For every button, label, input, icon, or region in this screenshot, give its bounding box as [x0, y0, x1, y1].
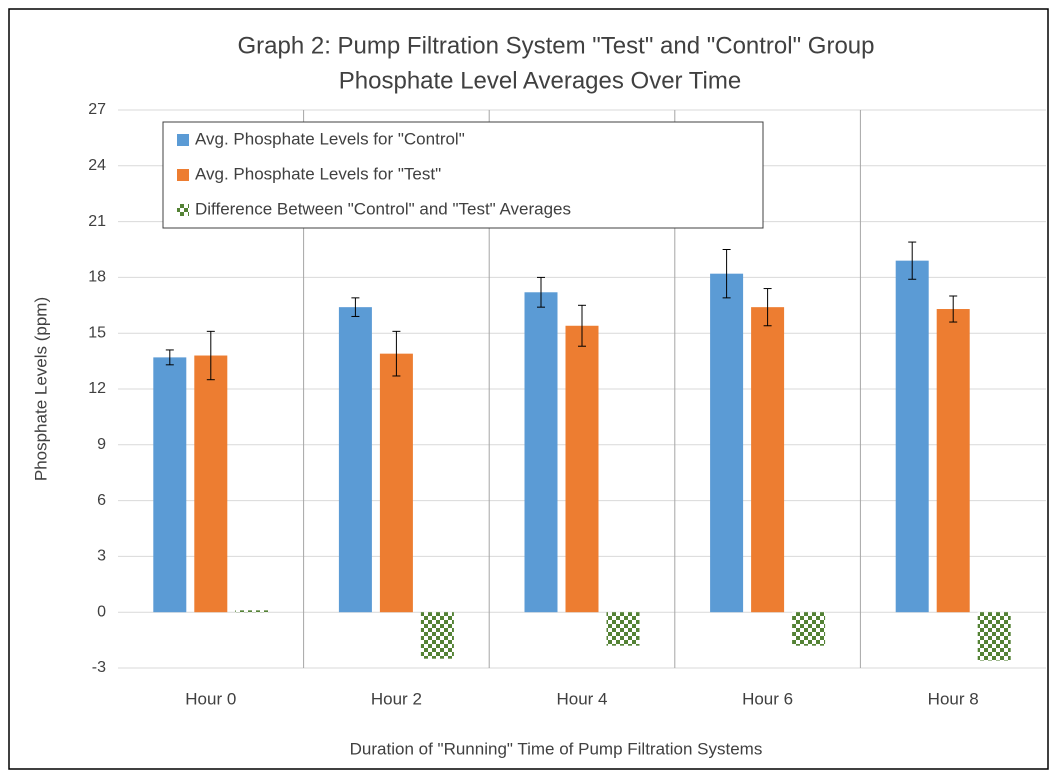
y-tick-label: 0	[97, 603, 106, 620]
x-tick-label: Hour 0	[185, 689, 236, 708]
y-tick-label: 21	[88, 213, 106, 230]
error-bar	[578, 304, 586, 347]
y-tick-label: 15	[88, 324, 106, 341]
bar	[379, 353, 413, 613]
legend-swatch	[177, 204, 189, 216]
error-bar	[537, 276, 545, 308]
legend-swatch	[177, 169, 189, 181]
y-axis-label: Phosphate Levels (ppm)	[31, 297, 50, 481]
bar	[792, 612, 826, 646]
bar	[895, 260, 929, 613]
error-bar	[908, 241, 917, 280]
legend-label: Difference Between "Control" and "Test" …	[195, 199, 571, 218]
bar	[606, 612, 640, 646]
legend-box	[162, 121, 764, 229]
y-tick-label: 6	[97, 492, 106, 509]
bar	[420, 612, 454, 659]
y-tick-label: 27	[88, 101, 106, 118]
x-tick-label: Hour 8	[928, 689, 979, 708]
x-tick-label: Hour 4	[556, 689, 607, 708]
y-tick-label: 12	[88, 380, 106, 397]
error-bar	[351, 297, 360, 317]
bar	[977, 612, 1011, 661]
y-tick-label: 18	[88, 269, 106, 286]
bar	[153, 357, 187, 613]
error-bar	[165, 349, 174, 366]
bar	[565, 325, 599, 613]
bar	[235, 610, 269, 613]
error-bar	[763, 288, 772, 327]
bar	[338, 307, 372, 613]
y-tick-label: 3	[97, 548, 106, 565]
y-tick-label: -3	[92, 659, 106, 676]
x-tick-label: Hour 2	[371, 689, 422, 708]
error-bar	[722, 249, 731, 299]
y-tick-label: 9	[97, 436, 106, 453]
y-tick-label: 24	[88, 157, 106, 174]
error-bar	[206, 330, 215, 381]
legend-label: Avg. Phosphate Levels for "Test"	[195, 164, 441, 183]
chart-title: Graph 2: Pump Filtration System "Test" a…	[237, 32, 874, 59]
bar	[710, 273, 744, 613]
legend-swatch	[177, 134, 189, 146]
legend-label: Avg. Phosphate Levels for "Control"	[195, 129, 465, 148]
x-tick-label: Hour 6	[742, 689, 793, 708]
x-axis-label: Duration of "Running" Time of Pump Filtr…	[350, 739, 763, 758]
error-bar	[392, 330, 401, 377]
error-bar	[949, 295, 958, 323]
bar	[751, 307, 785, 613]
bar	[194, 355, 228, 613]
bar	[524, 292, 558, 613]
chart-title: Phosphate Level Averages Over Time	[339, 67, 741, 94]
bar	[936, 309, 970, 613]
